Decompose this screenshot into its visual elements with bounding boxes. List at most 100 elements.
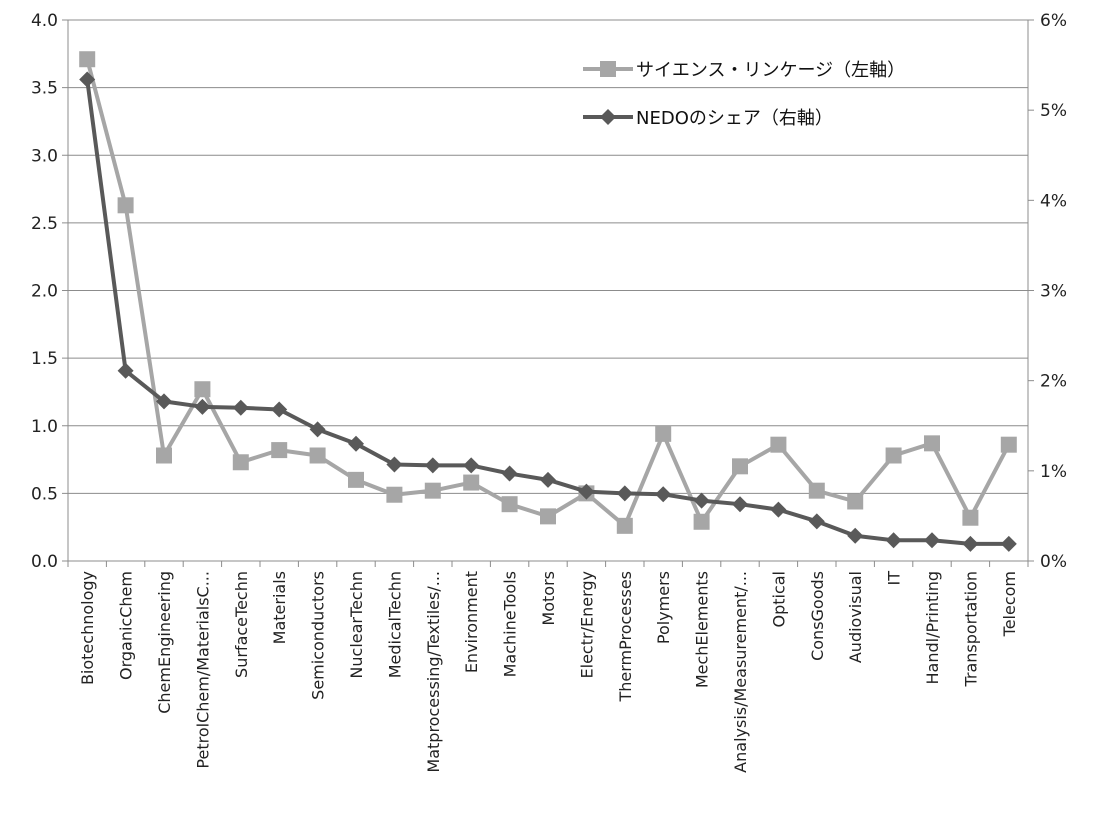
data-point-square xyxy=(463,474,480,491)
data-point-diamond xyxy=(271,401,288,418)
category-label: Handl/Printing xyxy=(923,571,942,685)
data-point-square xyxy=(732,458,748,475)
category-label: ThermProcesses xyxy=(616,571,635,703)
data-point-square xyxy=(386,486,403,503)
data-point-square xyxy=(232,454,249,471)
category-label: Matprocessing/Textiles/... xyxy=(424,571,443,773)
category-label: Environment xyxy=(462,571,481,673)
category-label: Polymers xyxy=(654,571,673,644)
left-tick-label: 2.0 xyxy=(31,282,58,302)
data-point-square xyxy=(194,381,211,398)
category-label: NuclearTechn xyxy=(347,571,366,679)
category-label: Electr/Energy xyxy=(577,571,596,678)
category-label: Audiovisual xyxy=(846,571,865,663)
data-point-diamond xyxy=(847,527,864,544)
data-point-square xyxy=(693,513,710,530)
data-point-diamond xyxy=(808,513,825,530)
right-tick-label: 4% xyxy=(1040,191,1067,211)
data-point-diamond xyxy=(79,71,96,88)
series-nedo-share xyxy=(79,71,1017,552)
category-label: OrganicChem xyxy=(117,571,136,680)
right-tick-label: 0% xyxy=(1040,552,1067,572)
series-layer xyxy=(79,51,1017,552)
data-point-diamond xyxy=(386,456,403,473)
data-point-diamond xyxy=(424,457,441,474)
legend-item: NEDOのシェア（右軸） xyxy=(583,108,833,129)
data-point-square xyxy=(309,447,326,464)
left-tick-label: 0.5 xyxy=(31,484,58,504)
data-point-square xyxy=(79,51,96,68)
left-tick-label: 3.0 xyxy=(31,146,58,166)
left-tick-label: 4.0 xyxy=(31,11,58,31)
gridlines xyxy=(68,19,1028,562)
category-labels: Biotechnology OrganicChem ChemEngineering P… xyxy=(78,571,1019,773)
right-tick-label: 5% xyxy=(1040,101,1067,121)
category-label: IT xyxy=(885,571,904,586)
data-point-diamond xyxy=(156,393,172,410)
data-point-diamond xyxy=(540,471,556,488)
category-label: MechElements xyxy=(693,571,712,688)
series-science-linkage xyxy=(79,51,1017,534)
left-tick-label: 0.0 xyxy=(31,552,58,572)
data-point-diamond xyxy=(693,492,710,509)
data-point-diamond xyxy=(232,399,249,416)
data-point-diamond xyxy=(616,485,633,502)
data-point-square xyxy=(808,482,825,499)
data-point-square xyxy=(271,442,288,459)
data-point-square xyxy=(847,493,864,510)
data-point-square xyxy=(424,482,441,499)
category-label: Analysis/Measurement/... xyxy=(731,571,750,773)
data-point-square xyxy=(348,471,364,488)
right-axis-ticks: 0% 1% 2% 3% 4% 5% 6% xyxy=(1028,11,1067,572)
right-tick-label: 6% xyxy=(1040,11,1067,31)
category-label: ChemEngineering xyxy=(155,571,174,714)
left-tick-label: 1.5 xyxy=(31,349,58,369)
data-point-diamond xyxy=(463,457,480,474)
category-label: ConsGoods xyxy=(808,571,827,661)
data-point-diamond xyxy=(962,535,979,552)
category-label: Motors xyxy=(539,571,558,626)
data-point-square xyxy=(616,517,633,534)
category-label: Optical xyxy=(769,571,788,628)
legend: サイエンス・リンケージ（左軸） NEDOのシェア（右軸） xyxy=(583,60,905,129)
data-point-diamond xyxy=(770,501,787,518)
category-label: PetrolChem/MaterialsC... xyxy=(193,571,212,769)
data-point-square xyxy=(885,447,902,464)
data-point-square xyxy=(962,509,979,526)
left-tick-label: 3.5 xyxy=(31,79,58,99)
data-point-square xyxy=(540,508,556,525)
data-point-diamond xyxy=(600,109,616,125)
data-point-diamond xyxy=(309,421,326,438)
data-point-square xyxy=(770,436,787,453)
category-label: MachineTools xyxy=(501,571,520,677)
data-point-diamond xyxy=(194,398,211,415)
category-label: Semiconductors xyxy=(309,571,328,700)
series-line xyxy=(85,58,1011,528)
data-point-diamond xyxy=(885,532,902,549)
data-point-diamond xyxy=(1000,535,1017,552)
data-point-square xyxy=(1000,436,1017,453)
category-label: MedicalTechn xyxy=(385,571,404,678)
category-label: Telecom xyxy=(1000,571,1019,637)
data-point-diamond xyxy=(117,362,134,379)
data-point-diamond xyxy=(501,465,518,482)
left-tick-label: 1.0 xyxy=(31,417,58,437)
data-point-diamond xyxy=(732,496,748,513)
category-label: Biotechnology xyxy=(78,571,97,685)
data-point-square xyxy=(655,425,672,442)
data-point-square xyxy=(117,197,134,214)
legend-item: サイエンス・リンケージ（左軸） xyxy=(583,60,905,81)
data-point-square xyxy=(600,61,616,77)
data-point-square xyxy=(156,447,172,464)
category-label: SurfaceTechn xyxy=(232,571,251,678)
data-point-square xyxy=(501,496,518,513)
data-point-diamond xyxy=(924,532,940,549)
right-tick-label: 3% xyxy=(1040,282,1067,302)
data-point-diamond xyxy=(348,435,364,452)
right-tick-label: 1% xyxy=(1040,462,1067,482)
legend-label: サイエンス・リンケージ（左軸） xyxy=(636,60,905,81)
left-tick-label: 2.5 xyxy=(31,214,58,234)
category-label: Transportation xyxy=(961,571,980,688)
right-tick-label: 2% xyxy=(1040,372,1067,392)
